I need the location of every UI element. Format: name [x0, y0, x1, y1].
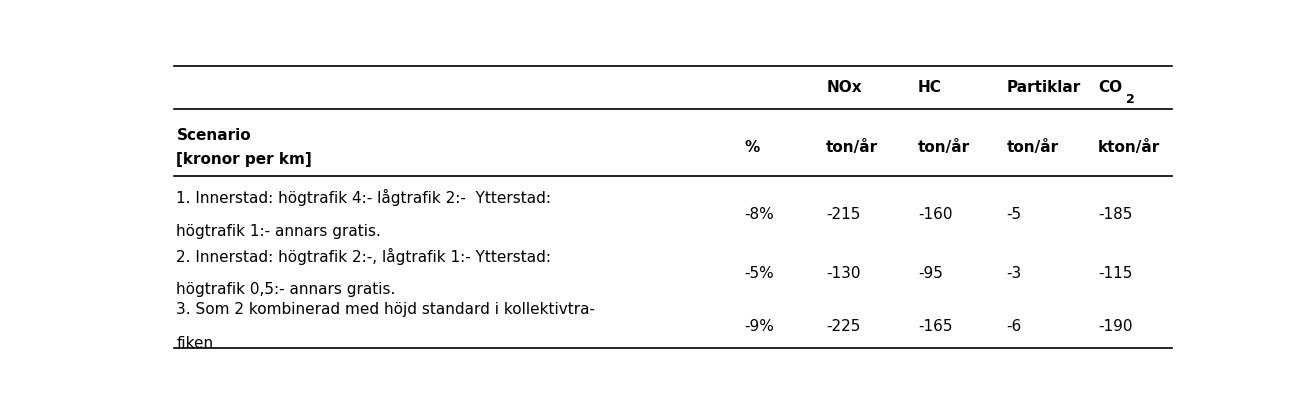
- Text: -225: -225: [827, 319, 861, 334]
- Text: ton/år: ton/år: [1007, 140, 1059, 155]
- Text: [kronor per km]: [kronor per km]: [176, 152, 313, 167]
- Text: Scenario: Scenario: [176, 128, 251, 142]
- Text: ton/år: ton/år: [917, 140, 970, 155]
- Text: -9%: -9%: [745, 319, 774, 334]
- Text: fiken: fiken: [176, 336, 214, 351]
- Text: -215: -215: [827, 207, 861, 222]
- Text: %: %: [745, 140, 759, 155]
- Text: NOx: NOx: [827, 80, 862, 95]
- Text: kton/år: kton/år: [1099, 140, 1160, 155]
- Text: 1. Innerstad: högtrafik 4:- lågtrafik 2:-  Ytterstad:: 1. Innerstad: högtrafik 4:- lågtrafik 2:…: [176, 189, 552, 207]
- Text: -95: -95: [917, 265, 942, 281]
- Text: 2: 2: [1126, 93, 1134, 106]
- Text: -165: -165: [917, 319, 953, 334]
- Text: -6: -6: [1007, 319, 1022, 334]
- Text: -3: -3: [1007, 265, 1022, 281]
- Text: 2. Innerstad: högtrafik 2:-, lågtrafik 1:- Ytterstad:: 2. Innerstad: högtrafik 2:-, lågtrafik 1…: [176, 248, 552, 265]
- Text: -190: -190: [1099, 319, 1133, 334]
- Text: -5: -5: [1007, 207, 1021, 222]
- Text: -185: -185: [1099, 207, 1133, 222]
- Text: Partiklar: Partiklar: [1007, 80, 1080, 95]
- Text: högtrafik 1:- annars gratis.: högtrafik 1:- annars gratis.: [176, 224, 381, 239]
- Text: CO: CO: [1099, 80, 1122, 95]
- Text: -130: -130: [827, 265, 861, 281]
- Text: -8%: -8%: [745, 207, 774, 222]
- Text: -115: -115: [1099, 265, 1133, 281]
- Text: HC: HC: [917, 80, 942, 95]
- Text: 3. Som 2 kombinerad med höjd standard i kollektivtra-: 3. Som 2 kombinerad med höjd standard i …: [176, 302, 595, 317]
- Text: högtrafik 0,5:- annars gratis.: högtrafik 0,5:- annars gratis.: [176, 282, 396, 297]
- Text: ton/år: ton/år: [827, 140, 878, 155]
- Text: -160: -160: [917, 207, 953, 222]
- Text: -5%: -5%: [745, 265, 774, 281]
